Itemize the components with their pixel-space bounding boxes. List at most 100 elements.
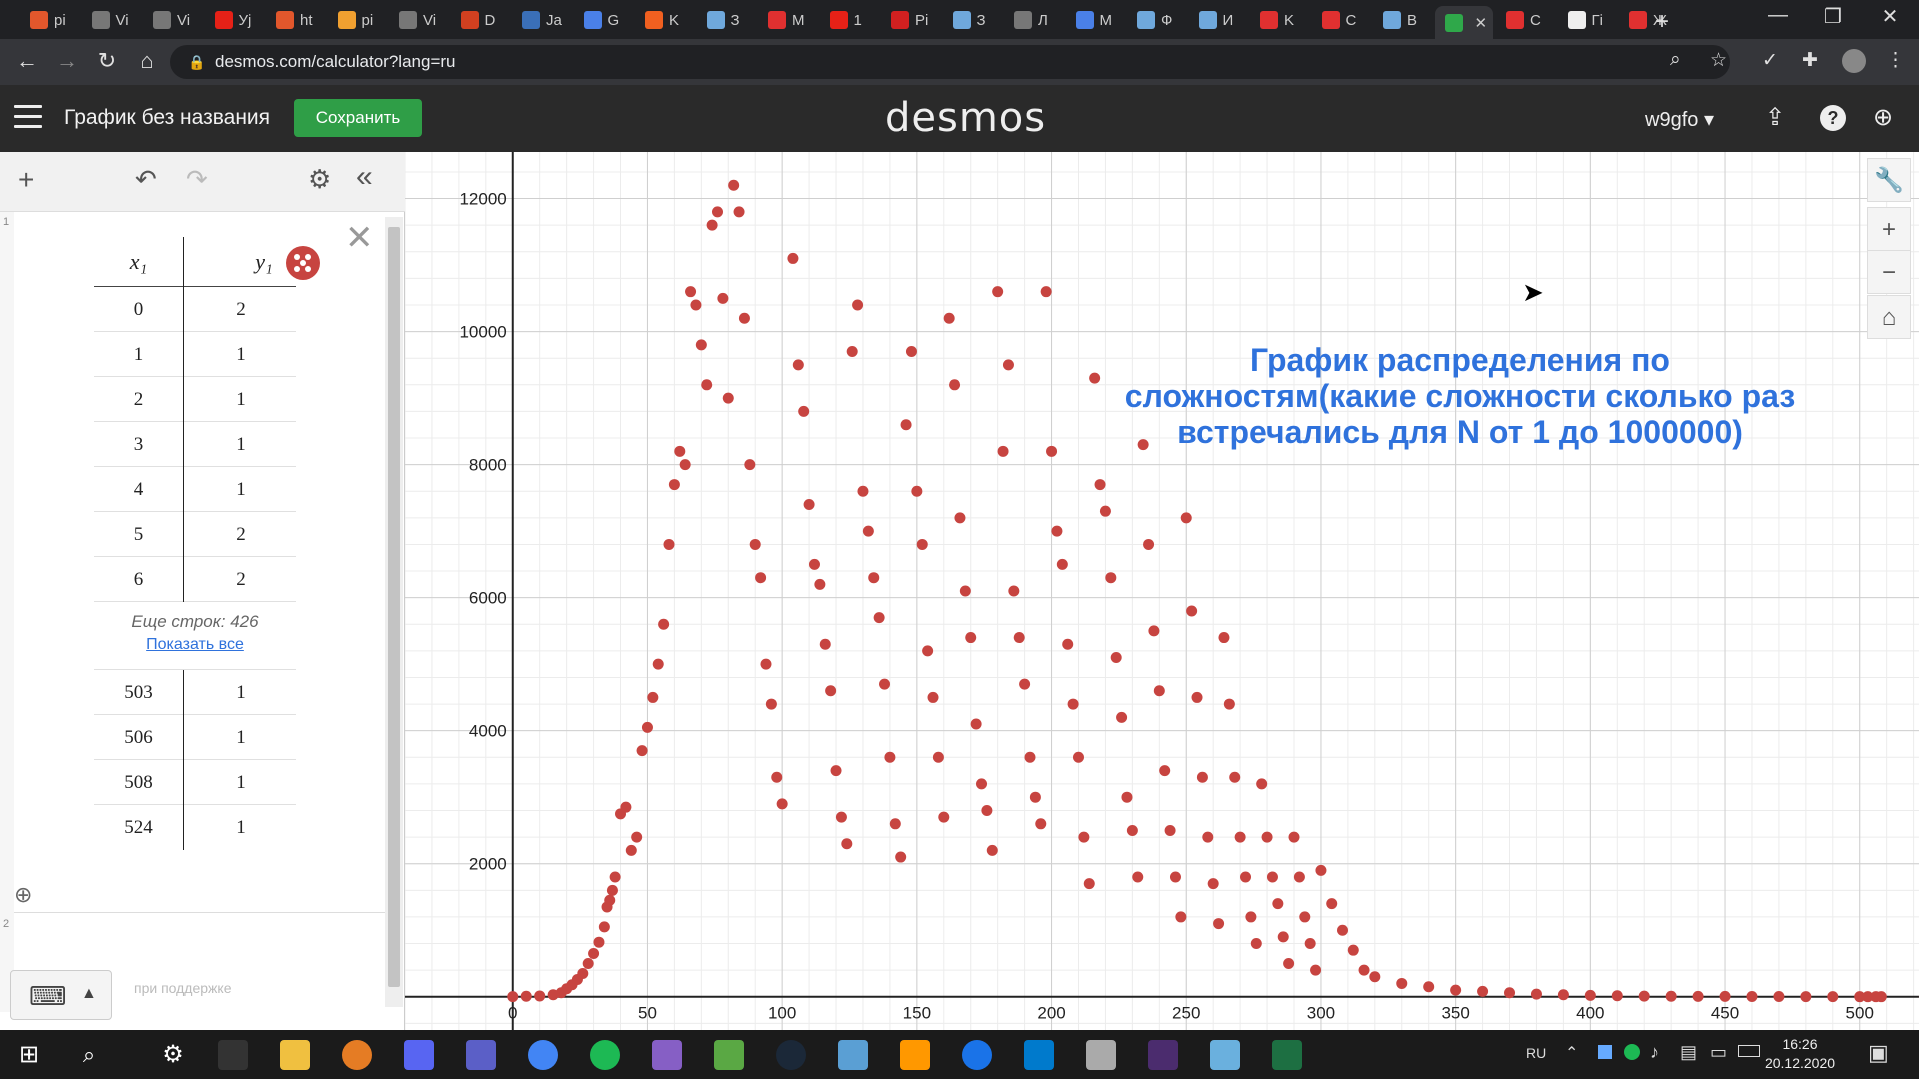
browser-tab[interactable]: Л [1004,6,1062,34]
steam-icon[interactable] [776,1040,806,1070]
cell-y[interactable]: 1 [236,772,246,793]
table-row[interactable]: 506 1 [94,715,296,760]
browser-tab[interactable]: З [697,6,755,34]
add-expression-icon[interactable]: + [18,164,35,195]
bookmark-star-icon[interactable]: ☆ [1710,50,1728,71]
maps-icon[interactable] [962,1040,992,1070]
browser-tab[interactable]: pi [328,6,386,34]
language-globe-icon[interactable]: ⊕ [1873,104,1894,131]
browser-tab[interactable]: ✕ [1434,6,1493,39]
browser-tab[interactable]: ht [266,6,324,34]
point-style-icon[interactable] [286,246,320,280]
cell-y[interactable]: 1 [236,344,246,365]
user-menu[interactable]: w9gfo ▾ [1645,107,1714,132]
cell-x[interactable]: 6 [94,557,184,602]
browser-tab[interactable]: Vi [82,6,140,34]
browser-tab[interactable]: Уј [205,6,263,34]
scatter-plot[interactable]: 0 50 100 150 200 250 300 350 400 450 500 2000 4000 60… [405,152,1919,1030]
browser-tab[interactable]: Vi [389,6,447,34]
browser-tab[interactable]: G [574,6,632,34]
back-icon[interactable]: ← [16,48,38,73]
browser-tab[interactable]: pi [20,6,78,34]
cell-x[interactable]: 3 [94,422,184,467]
excel-icon[interactable] [1272,1040,1302,1070]
settings-gear-icon[interactable]: ⚙ [162,1041,184,1068]
cell-y[interactable]: 2 [236,569,246,590]
share-icon[interactable]: ⇪ [1765,104,1786,131]
input-language[interactable]: RU [1526,1045,1547,1061]
address-bar[interactable]: 🔒 desmos.com/calculator?lang=ru [170,45,1730,79]
profile-avatar[interactable] [1842,49,1866,73]
maximize-button[interactable]: ❐ [1824,6,1842,28]
display-icon[interactable]: ▭ [1710,1042,1728,1062]
new-tab-button[interactable]: + [1655,8,1670,35]
zoom-out-button[interactable]: − [1867,250,1911,294]
scrollbar-thumb[interactable] [388,227,400,987]
cell-y[interactable]: 1 [236,727,246,748]
redo-icon[interactable]: ↷ [186,164,208,194]
graph-canvas[interactable]: 0 50 100 150 200 250 300 350 400 450 500 2000 4000 60… [405,152,1919,1030]
column-header-y[interactable]: y₁ [186,237,320,287]
close-window-button[interactable]: ✕ [1881,6,1899,28]
browser-tab[interactable]: И [1189,6,1247,34]
show-all-link[interactable]: Показать все [146,636,244,653]
search-icon[interactable]: ⌕ [82,1042,96,1067]
cell-y[interactable]: 1 [236,682,246,703]
battery-icon[interactable] [1738,1045,1760,1057]
expression-scrollbar[interactable] [385,217,403,1007]
teams-icon[interactable] [466,1040,496,1070]
table-row[interactable]: 524 1 [94,805,296,850]
home-icon[interactable]: ⌂ [140,48,154,73]
graph-title[interactable]: График без названия [64,106,271,129]
cell-y[interactable]: 2 [236,524,246,545]
browser-tab[interactable]: D [451,6,509,34]
cell-x[interactable]: 1 [94,332,184,377]
hex-app-icon[interactable] [838,1040,868,1070]
cell-x[interactable]: 5 [94,512,184,557]
notepad-plus-icon[interactable] [714,1040,744,1070]
cell-x[interactable]: 2 [94,377,184,422]
browser-tab[interactable]: Pi [881,6,939,34]
zoom-icon[interactable]: ⌕ [1670,49,1681,70]
browser-tab[interactable]: Ж [1619,6,1677,34]
cell-y[interactable]: 1 [236,389,246,410]
visual-studio-icon[interactable] [652,1040,682,1070]
cell-y[interactable]: 1 [236,817,246,838]
cell-y[interactable]: 1 [236,434,246,455]
collapse-panel-icon[interactable]: « [356,160,373,193]
forward-icon[interactable]: → [56,48,78,73]
keyboard-toggle-button[interactable]: ⌨ ▲ [10,970,112,1020]
file-explorer-icon[interactable] [280,1040,310,1070]
browser-tab[interactable]: B [1373,6,1431,34]
notifications-icon[interactable]: ▣ [1868,1040,1889,1065]
delete-table-icon[interactable]: ✕ [345,219,374,257]
browser-tab[interactable]: Vi [143,6,201,34]
chrome-icon[interactable] [528,1040,558,1070]
save-button[interactable]: Сохранить [294,99,422,137]
zoom-fit-icon[interactable]: ⊕ [14,882,33,907]
graph-settings-wrench-icon[interactable]: 🔧 [1867,158,1911,202]
settings-gear-icon[interactable]: ⚙ [308,164,332,194]
cell-x[interactable]: 503 [94,670,184,715]
cell-x[interactable]: 508 [94,760,184,805]
hamburger-menu-icon[interactable] [14,105,42,129]
zoom-in-button[interactable]: + [1867,207,1911,251]
reload-icon[interactable]: ↻ [97,48,117,73]
table-row[interactable]: 508 1 [94,760,296,805]
blender-icon[interactable] [342,1040,372,1070]
browser-menu-icon[interactable]: ⋮ [1886,50,1905,71]
tray-spotify-icon[interactable] [1624,1044,1640,1060]
terminal-app-icon[interactable] [218,1040,248,1070]
table-row[interactable]: 503 1 [94,670,296,715]
browser-tab[interactable]: Ja [512,6,570,34]
extensions-icon[interactable]: ✚ [1802,50,1818,71]
cell-y[interactable]: 2 [236,299,246,320]
cell-x[interactable]: 506 [94,715,184,760]
cell-x[interactable]: 4 [94,467,184,512]
system-clock[interactable]: 16:26 20.12.2020 [1760,1035,1840,1073]
windows-start-icon[interactable]: ⊞ [18,1041,40,1068]
spotify-icon[interactable] [590,1040,620,1070]
